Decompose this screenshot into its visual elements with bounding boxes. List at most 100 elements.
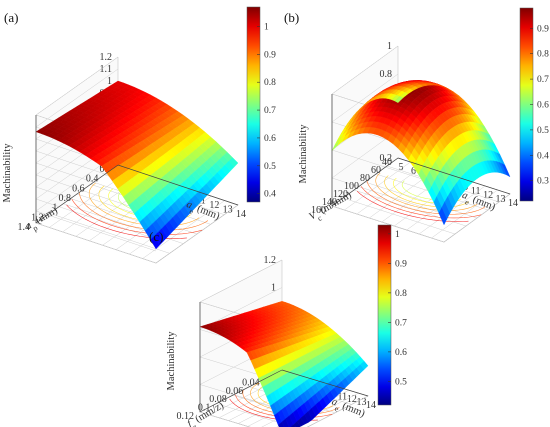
z-tick-label: 1 — [107, 76, 112, 87]
surface-patch — [360, 360, 369, 370]
y-tick-label: 0.6 — [72, 183, 85, 194]
y-tick-label: 0.8 — [59, 193, 72, 204]
x-axis — [117, 164, 239, 206]
colorbar-tick-label: 0.9 — [395, 259, 407, 269]
colorbar-tick-label: 0.8 — [537, 50, 549, 60]
panel-label: (a) — [4, 10, 18, 25]
surface-patch — [228, 157, 239, 168]
contour-line — [71, 198, 203, 235]
y-axis — [331, 157, 399, 207]
surface-patch — [501, 163, 511, 178]
colorbar-tick-label: 0.5 — [395, 377, 407, 387]
y-tick-label: 0.4 — [86, 174, 99, 185]
y-tick-label: 1.2 — [31, 212, 44, 223]
z-axis-label: Machinability — [166, 331, 177, 391]
y-tick-label: 0.12 — [177, 411, 195, 422]
colorbar-tick-label: 0.3 — [537, 177, 549, 187]
colorbar-tick-label: 1 — [264, 23, 269, 33]
y-tick-label: 140 — [322, 197, 337, 208]
z-tick-label: 1.2 — [100, 52, 113, 63]
x-tick-label: 12 — [483, 190, 493, 201]
colorbar — [246, 6, 261, 203]
colorbar-tick-label: 0.6 — [264, 134, 276, 144]
z-tick-label: 1 — [387, 41, 392, 52]
z-tick-label: 0.8 — [380, 69, 393, 80]
z-tick-label: 1.1 — [100, 64, 113, 75]
y-tick-label: 0.04 — [242, 377, 260, 388]
surface — [35, 80, 239, 250]
colorbar — [377, 224, 392, 406]
x-tick-label: 14 — [236, 209, 246, 220]
panel-label: (c) — [149, 229, 163, 244]
x-axis — [281, 369, 369, 397]
colorbar-tick-label: 0.9 — [537, 24, 549, 34]
y-tick-label: 60 — [371, 165, 381, 176]
colorbar-tick-label: 0.6 — [395, 348, 407, 358]
colorbar-tick-label: 1 — [395, 230, 400, 240]
y-tick-label: 80 — [360, 173, 370, 184]
panel-c: 0.40.60.811.25678910111213140.020.040.06… — [149, 224, 407, 427]
y-tick-label: 160 — [311, 205, 326, 216]
colorbar-tick-label: 0.4 — [264, 190, 276, 200]
x-tick-label: 11 — [471, 186, 481, 197]
colorbar-tick-label: 0.9 — [264, 50, 276, 60]
y-tick-label: 0.06 — [226, 386, 244, 397]
x-axis — [397, 157, 511, 195]
colorbar-tick-label: 0.8 — [395, 289, 407, 299]
surface-patch — [290, 424, 297, 427]
contour-line — [360, 186, 482, 219]
x-tick-label: 13 — [223, 205, 233, 216]
colorbar-tick-label: 0.6 — [537, 101, 549, 111]
y-axis — [199, 369, 283, 413]
y-axis — [35, 164, 119, 224]
colorbar-tick-label: 0.7 — [264, 106, 276, 116]
x-gridline — [306, 395, 369, 427]
surface-patch — [277, 421, 285, 427]
y-tick-label: 0.08 — [209, 394, 227, 405]
surface — [331, 80, 511, 226]
x-tick-label: 14 — [508, 198, 518, 209]
contour-line — [384, 175, 470, 208]
y-gridline — [364, 181, 478, 219]
contour-line — [366, 180, 486, 215]
y-gridline — [35, 222, 157, 264]
y-gridline — [353, 189, 467, 227]
colorbar-tick-label: 0.4 — [537, 151, 549, 161]
y-tick-label: 0.1 — [198, 403, 211, 414]
y-tick-label: 40 — [382, 157, 392, 168]
x-tick-label: 12 — [209, 200, 219, 211]
x-tick-label: 14 — [366, 400, 376, 411]
panel-a: 0.30.40.50.60.70.80.911.11.2567891011121… — [2, 6, 276, 264]
colorbar-tick-label: 0.7 — [395, 318, 407, 328]
colorbar-tick-label: 0.7 — [537, 75, 549, 85]
surface — [199, 301, 369, 427]
colorbar-tick-label: 0.5 — [537, 126, 549, 136]
x-tick-label: 5 — [399, 162, 404, 173]
z-tick-label: 1 — [271, 283, 276, 294]
y-gridline — [199, 411, 251, 427]
y-gridline — [331, 205, 445, 243]
z-tick-label: 1.2 — [264, 255, 277, 266]
x-tick-label: 12 — [347, 394, 357, 405]
panel-label: (b) — [284, 10, 299, 25]
y-tick-label: 100 — [344, 181, 359, 192]
y-tick-label: 120 — [333, 189, 348, 200]
contour-line — [356, 190, 469, 222]
panel-b: 0.20.40.60.81567891011121314406080100120… — [284, 7, 549, 243]
y-tick-label: 1.4 — [18, 222, 31, 233]
x-tick-label: 13 — [356, 397, 366, 408]
y-gridline — [342, 197, 456, 235]
y-gridline — [49, 213, 170, 254]
x-tick-label: 11 — [338, 391, 348, 402]
z-axis-label: Machinability — [2, 143, 13, 203]
contour-line — [375, 172, 478, 211]
contour-line — [79, 192, 209, 231]
x-tick-label: 6 — [411, 166, 416, 177]
z-axis-label: Machinability — [298, 124, 309, 184]
z-tick-label: 0.2 — [380, 153, 393, 164]
y-tick-label: 1 — [52, 203, 57, 214]
colorbar-tick-label: 0.5 — [264, 162, 276, 172]
colorbar-tick-label: 0.8 — [264, 78, 276, 88]
x-tick-label: 13 — [496, 194, 506, 205]
